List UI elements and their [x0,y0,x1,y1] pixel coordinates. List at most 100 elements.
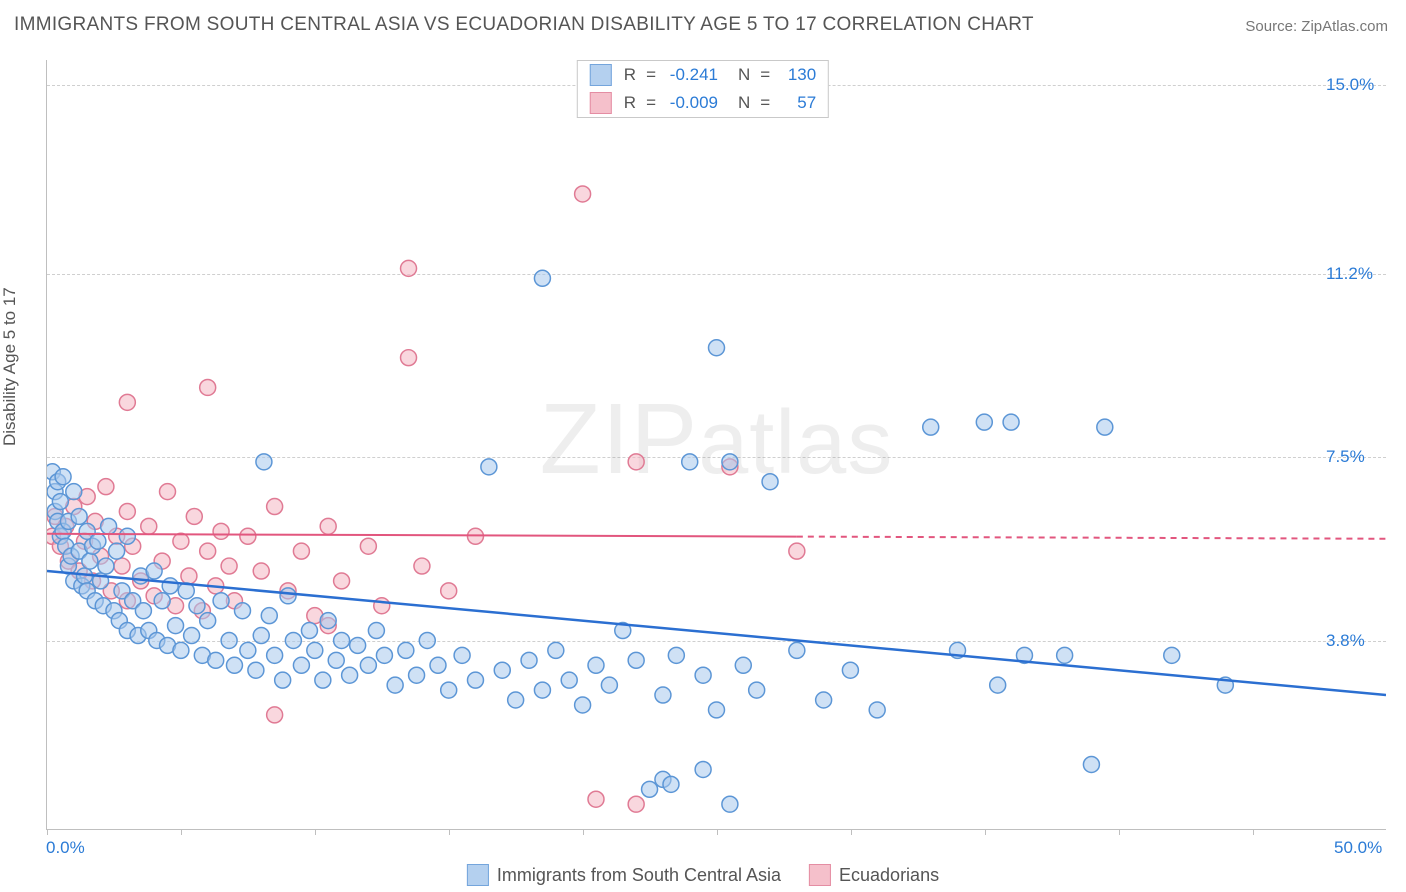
data-point [534,682,550,698]
data-point [1057,647,1073,663]
data-point [575,186,591,202]
data-point [119,394,135,410]
swatch-blue [467,864,489,886]
data-point [481,459,497,475]
scatter-layer [47,60,1386,829]
series-legend: Immigrants from South Central Asia Ecuad… [467,864,939,886]
data-point [200,613,216,629]
data-point [293,657,309,673]
data-point [213,523,229,539]
trend-line [797,537,1386,539]
data-point [1003,414,1019,430]
y-axis-label: Disability Age 5 to 17 [0,287,20,446]
x-tick-label: 0.0% [46,838,85,858]
data-point [588,657,604,673]
source-attribution: Source: ZipAtlas.com [1245,18,1388,35]
data-point [722,454,738,470]
data-point [695,667,711,683]
data-point [695,761,711,777]
data-point [430,657,446,673]
data-point [52,494,68,510]
data-point [186,508,202,524]
data-point [709,702,725,718]
data-point [990,677,1006,693]
data-point [240,642,256,658]
chart-title: IMMIGRANTS FROM SOUTH CENTRAL ASIA VS EC… [14,14,1034,36]
data-point [267,707,283,723]
data-point [119,528,135,544]
data-point [588,791,604,807]
data-point [374,598,390,614]
data-point [816,692,832,708]
data-point [398,642,414,658]
data-point [334,632,350,648]
data-point [101,518,117,534]
legend-row-blue: R = -0.241 N = 130 [578,61,828,89]
data-point [267,647,283,663]
data-point [160,484,176,500]
data-point [256,454,272,470]
data-point [275,672,291,688]
legend-row-pink: R = -0.009 N = 57 [578,89,828,117]
data-point [307,642,323,658]
data-point [234,603,250,619]
data-point [350,637,366,653]
data-point [709,340,725,356]
data-point [494,662,510,678]
data-point [869,702,885,718]
source-prefix: Source: [1245,18,1297,35]
data-point [601,677,617,693]
data-point [320,613,336,629]
chart-root: IMMIGRANTS FROM SOUTH CENTRAL ASIA VS EC… [0,0,1406,892]
data-point [414,558,430,574]
data-point [240,528,256,544]
data-point [735,657,751,673]
data-point [789,642,805,658]
data-point [141,518,157,534]
data-point [328,652,344,668]
swatch-pink [809,864,831,886]
x-tick-label: 50.0% [1334,838,1382,858]
data-point [628,454,644,470]
data-point [82,553,98,569]
data-point [253,563,269,579]
data-point [722,796,738,812]
data-point [248,662,264,678]
legend-item-pink: Ecuadorians [809,864,939,886]
data-point [668,647,684,663]
swatch-blue [590,64,612,86]
data-point [200,379,216,395]
n-value-blue: 130 [780,65,816,85]
source-link[interactable]: ZipAtlas.com [1301,18,1388,35]
data-point [401,350,417,366]
data-point [119,503,135,519]
data-point [226,657,242,673]
data-point [441,583,457,599]
plot-area: ZIPatlas [46,60,1386,830]
data-point [71,508,87,524]
data-point [162,578,178,594]
data-point [1097,419,1113,435]
data-point [189,598,205,614]
data-point [55,469,71,485]
data-point [213,593,229,609]
r-value-blue: -0.241 [666,65,718,85]
data-point [285,632,301,648]
data-point [401,260,417,276]
data-point [301,623,317,639]
data-point [261,608,277,624]
data-point [267,499,283,515]
data-point [655,687,671,703]
data-point [221,558,237,574]
data-point [334,573,350,589]
data-point [360,538,376,554]
data-point [184,628,200,644]
data-point [976,414,992,430]
data-point [508,692,524,708]
correlation-legend: R = -0.241 N = 130 R = -0.009 N = 57 [577,60,829,118]
series-label-pink: Ecuadorians [839,865,939,886]
data-point [221,632,237,648]
swatch-pink [590,92,612,114]
data-point [109,543,125,559]
data-point [200,543,216,559]
